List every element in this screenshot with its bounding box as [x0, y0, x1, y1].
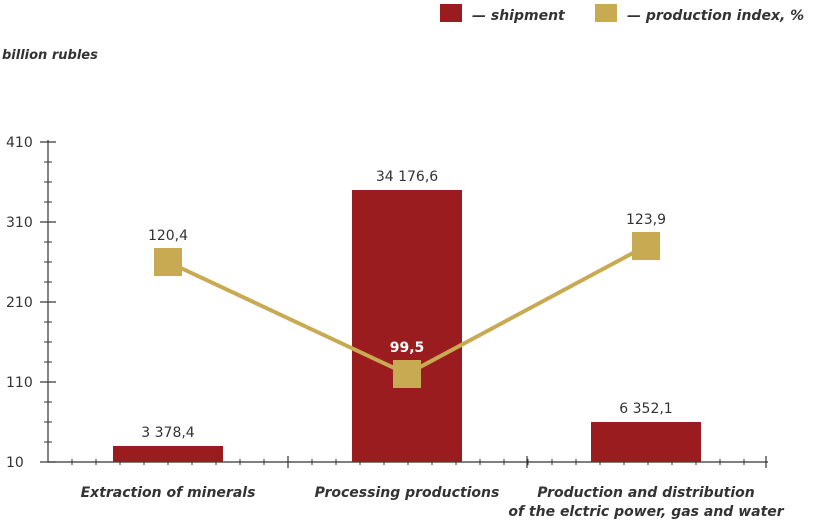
x-category-label: Processing productions	[315, 485, 500, 501]
marker-production-index	[393, 360, 421, 388]
legend-label-production-index: — production index, %	[627, 8, 804, 24]
legend-label-shipment: — shipment	[472, 8, 566, 24]
x-category-label: of the elctric power, gas and water	[508, 504, 784, 520]
legend-swatch-production-index	[595, 4, 617, 22]
y-tick-label: 10	[6, 455, 24, 471]
line-value-label: 99,5	[390, 340, 425, 356]
marker-production-index	[632, 232, 660, 260]
y-tick-label: 210	[6, 295, 33, 311]
marker-production-index	[154, 248, 182, 276]
bar-value-label: 6 352,1	[619, 401, 672, 417]
y-axis-label: billion rubles	[2, 48, 98, 63]
bar-shipment	[591, 422, 701, 462]
x-category-label: Extraction of minerals	[81, 485, 256, 501]
line-value-label: 120,4	[148, 228, 188, 244]
y-tick-label: 310	[6, 215, 33, 231]
bar-value-label: 3 378,4	[141, 425, 195, 441]
y-tick-label: 410	[6, 135, 33, 151]
x-category-label: Production and distribution	[537, 485, 755, 501]
line-value-label: 123,9	[626, 212, 666, 228]
bar-shipment	[352, 190, 462, 462]
bar-shipment	[113, 446, 223, 462]
legend-swatch-shipment	[440, 4, 462, 22]
bar-value-label: 34 176,6	[376, 169, 438, 185]
y-tick-label: 110	[6, 375, 33, 391]
